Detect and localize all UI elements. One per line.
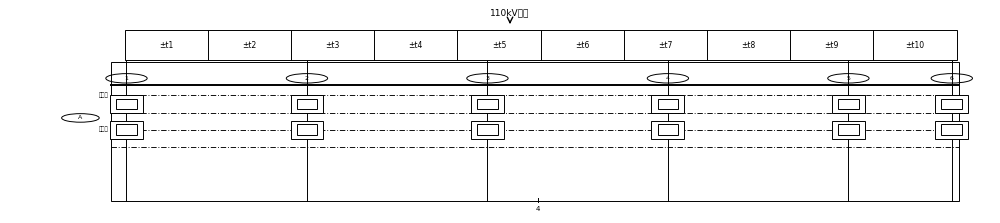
Text: 6: 6: [950, 76, 954, 81]
Bar: [471, 121, 504, 139]
Text: ±t3: ±t3: [325, 41, 340, 50]
Bar: [297, 124, 317, 135]
Bar: [651, 121, 684, 139]
Bar: [838, 99, 859, 109]
Bar: [471, 95, 504, 113]
Text: 3: 3: [485, 76, 489, 81]
Text: 5: 5: [846, 76, 850, 81]
Bar: [291, 121, 323, 139]
Bar: [116, 124, 137, 135]
Bar: [116, 99, 137, 109]
Text: A: A: [78, 116, 83, 120]
Bar: [941, 124, 962, 135]
Bar: [935, 95, 968, 113]
Bar: [832, 121, 865, 139]
Bar: [477, 99, 498, 109]
Bar: [838, 124, 859, 135]
Bar: [935, 121, 968, 139]
Bar: [110, 121, 143, 139]
Text: ±t9: ±t9: [825, 41, 839, 50]
Text: ±t7: ±t7: [658, 41, 673, 50]
Text: ±t5: ±t5: [492, 41, 506, 50]
Text: 4: 4: [536, 206, 540, 212]
Bar: [110, 95, 143, 113]
Bar: [125, 30, 956, 60]
Text: ±t2: ±t2: [242, 41, 257, 50]
Bar: [297, 99, 317, 109]
Text: 110kV进线: 110kV进线: [490, 9, 530, 18]
Bar: [658, 99, 678, 109]
Bar: [941, 99, 962, 109]
Text: ±t10: ±t10: [905, 41, 924, 50]
Text: 2: 2: [305, 76, 309, 81]
Text: 1: 1: [125, 76, 128, 81]
Text: ±t6: ±t6: [575, 41, 589, 50]
Bar: [291, 95, 323, 113]
Text: 安装线: 安装线: [99, 127, 109, 132]
Text: 设置线: 设置线: [99, 93, 109, 98]
Bar: [110, 62, 959, 201]
Bar: [477, 124, 498, 135]
Text: ±t4: ±t4: [409, 41, 423, 50]
Text: 4: 4: [666, 76, 670, 81]
Bar: [832, 95, 865, 113]
Bar: [651, 95, 684, 113]
Text: ±t1: ±t1: [159, 41, 173, 50]
Bar: [658, 124, 678, 135]
Text: ±t8: ±t8: [741, 41, 756, 50]
